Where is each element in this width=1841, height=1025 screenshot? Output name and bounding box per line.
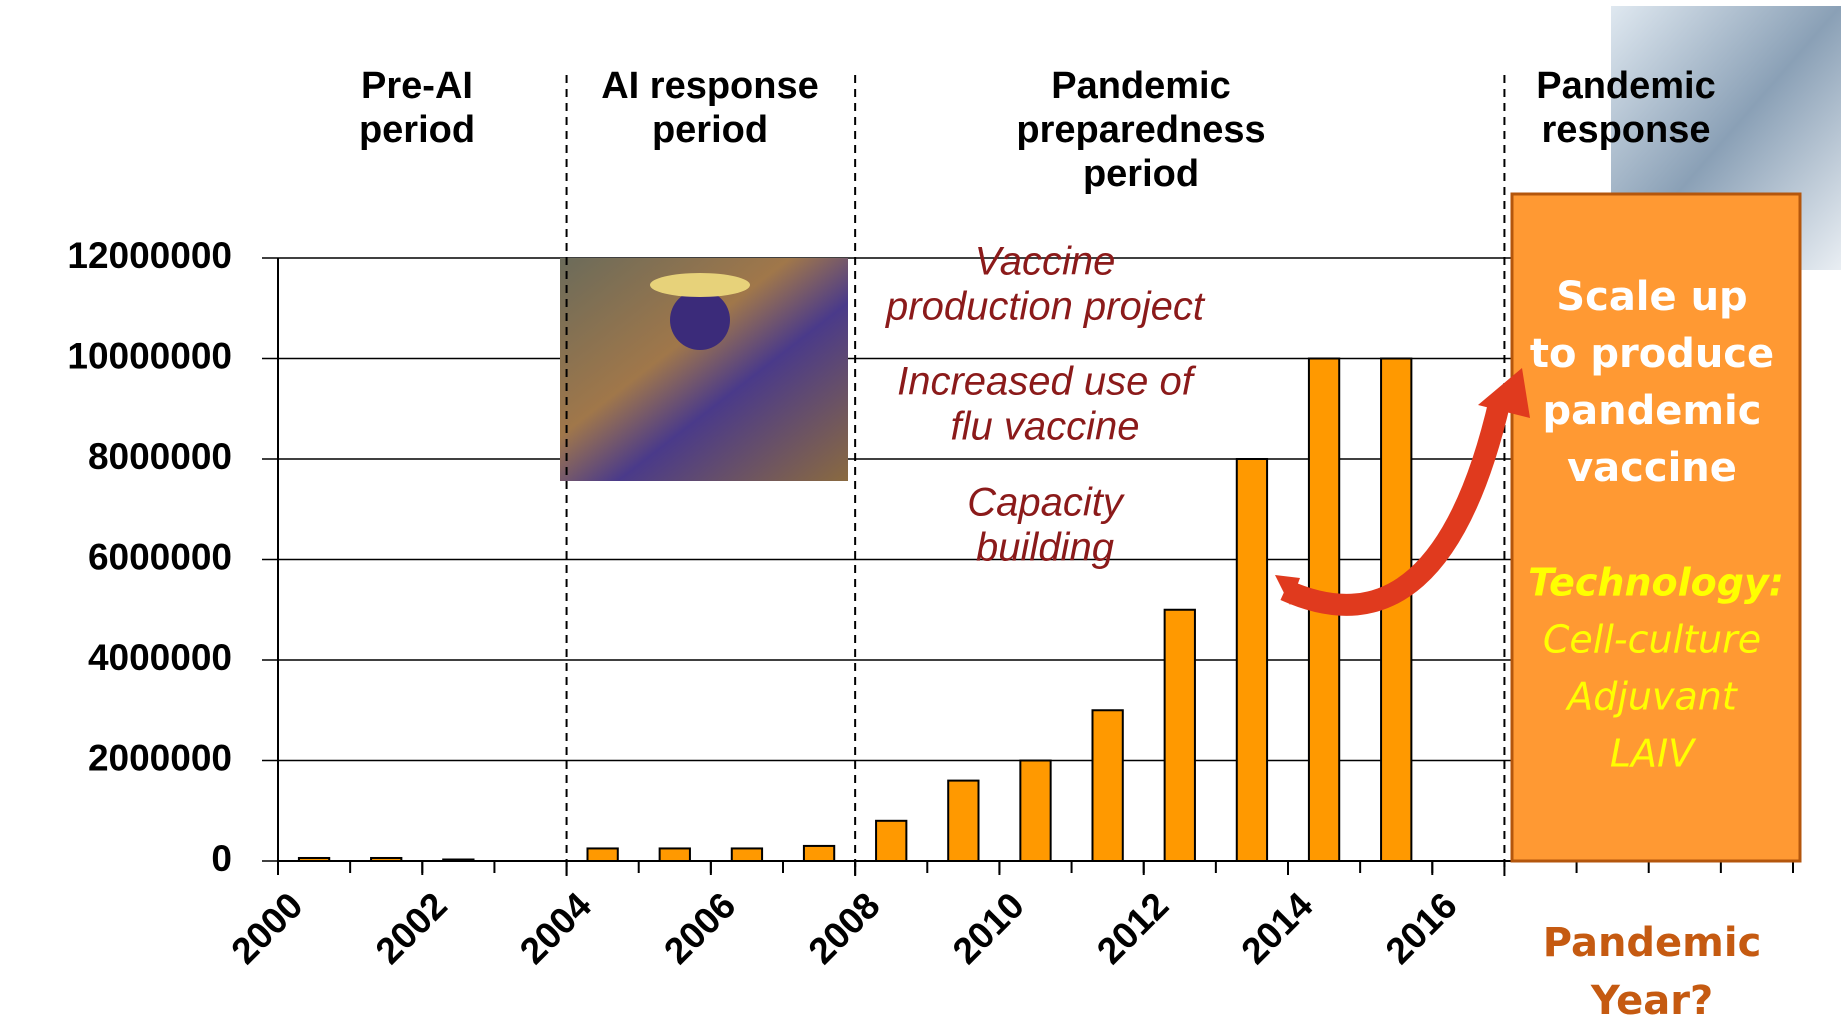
bar [1381, 359, 1411, 862]
chart: 0 2000000 4000000 6000000 8000000 10000000 120… [0, 0, 1841, 1025]
y-tick-label: 0 [211, 838, 232, 879]
bar [443, 859, 473, 861]
period-label: AI response [601, 65, 819, 107]
bar [1237, 459, 1267, 861]
x-tick-label: 2010 [945, 885, 1032, 972]
technology: Adjuvant [1564, 675, 1739, 719]
bar [804, 846, 834, 861]
photo-hat [650, 273, 750, 297]
annotation: Vaccine [975, 240, 1116, 284]
y-tick-label: 8000000 [88, 436, 232, 477]
period-label: Pre-AI [361, 65, 473, 107]
y-tick-label: 4000000 [88, 637, 232, 678]
y-tick-label: 10000000 [67, 335, 232, 376]
annotation: flu vaccine [951, 405, 1140, 449]
bar [876, 821, 906, 861]
y-tick-label: 6000000 [88, 536, 232, 577]
technology: Cell-culture [1543, 618, 1761, 662]
bar [1165, 610, 1195, 861]
period-label: period [1083, 153, 1199, 195]
box-text: to produce [1530, 331, 1774, 377]
bar [1092, 710, 1122, 861]
bar [371, 858, 401, 861]
x-tick-label: 2008 [801, 885, 888, 972]
photo-figure [670, 290, 730, 350]
period-label: Pandemic [1536, 65, 1716, 107]
period-label: response [1542, 109, 1711, 151]
x-tick-label: 2000 [223, 885, 310, 972]
period-label: period [652, 109, 768, 151]
bar [948, 781, 978, 861]
period-label: preparedness [1016, 109, 1265, 151]
period-label: Pandemic [1051, 65, 1231, 107]
page: 0 2000000 4000000 6000000 8000000 10000000 120… [0, 0, 1841, 1025]
bar [732, 848, 762, 861]
annotation: Capacity [967, 481, 1126, 525]
bar [1020, 761, 1050, 862]
annotation: production project [885, 285, 1206, 329]
box-text: Scale up [1556, 274, 1747, 320]
y-tick-label: 2000000 [88, 737, 232, 778]
technology: LAIV [1610, 732, 1697, 776]
box-text: vaccine [1567, 445, 1737, 491]
annotation: Increased use of [897, 360, 1197, 404]
box-text: pandemic [1543, 388, 1762, 434]
x-tick-label: 2006 [656, 885, 743, 972]
y-tick-label: 12000000 [67, 235, 232, 276]
x-tick-label: 2014 [1233, 884, 1320, 971]
annotation: building [976, 526, 1114, 570]
x-tick-label: 2004 [512, 884, 599, 971]
technology-title: Technology: [1528, 561, 1784, 605]
x-tick-label: 2016 [1378, 885, 1465, 972]
period-label: period [359, 109, 475, 151]
pandemic-year: Pandemic [1543, 920, 1762, 966]
pandemic-year: Year? [1590, 978, 1713, 1024]
bar [587, 848, 617, 861]
bar [660, 848, 690, 861]
x-tick-label: 2002 [368, 885, 455, 972]
x-tick-label: 2012 [1089, 885, 1176, 972]
bar [299, 858, 329, 861]
